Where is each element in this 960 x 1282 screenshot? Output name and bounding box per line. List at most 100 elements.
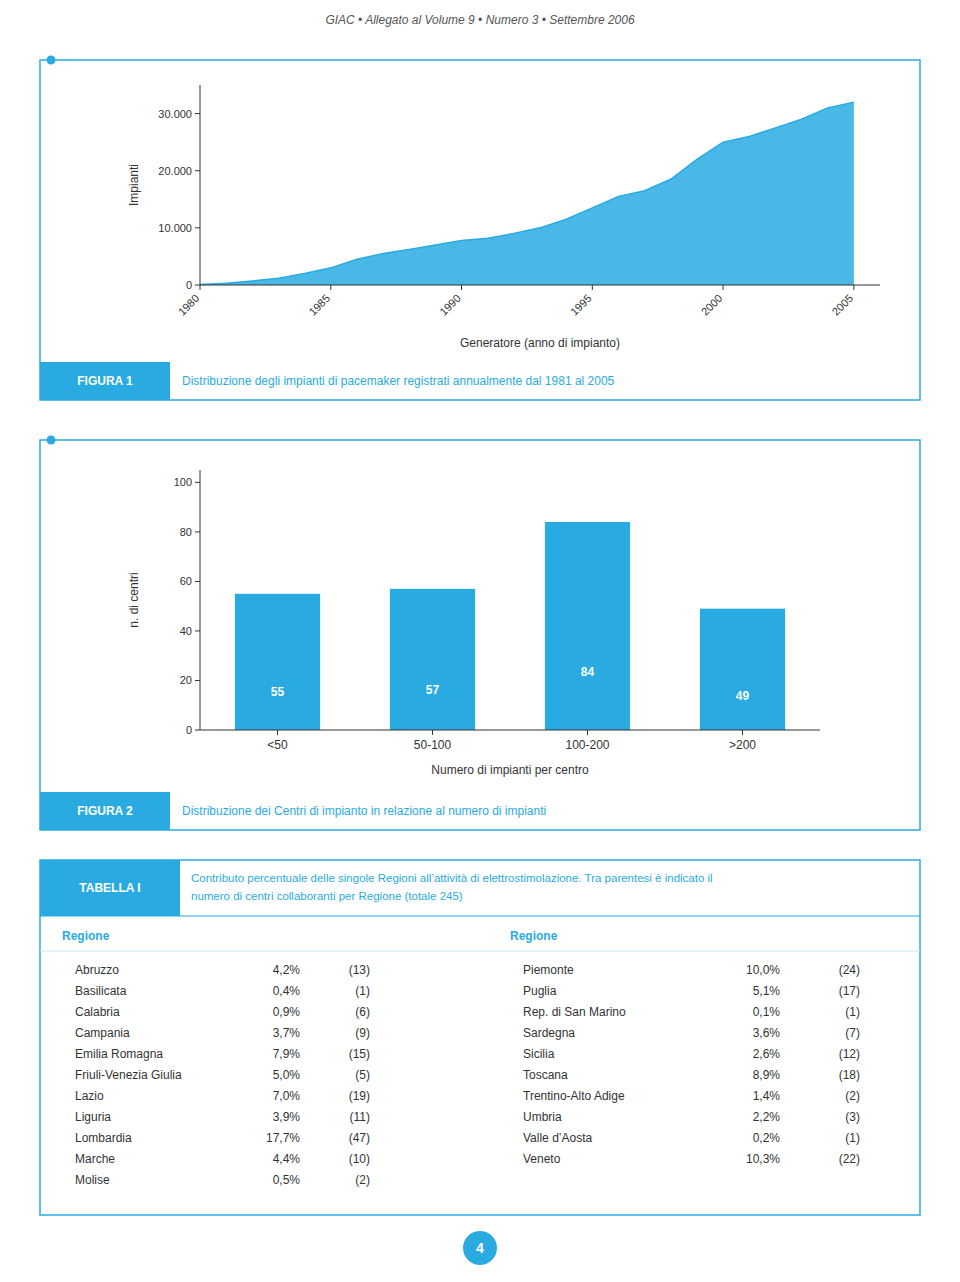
y-tick bbox=[195, 113, 200, 114]
plot-marks bbox=[235, 522, 785, 730]
caption-label-box bbox=[40, 792, 170, 830]
table-share: 10,0% bbox=[746, 963, 780, 977]
table-centres: (2) bbox=[845, 1089, 860, 1103]
plot-marks bbox=[200, 102, 854, 285]
table-centres: (2) bbox=[355, 1173, 370, 1187]
x-tick bbox=[723, 285, 724, 290]
table-centres: (1) bbox=[845, 1005, 860, 1019]
table-share: 5,1% bbox=[753, 984, 781, 998]
table-share: 1,4% bbox=[753, 1089, 781, 1103]
data-label: 55 bbox=[271, 685, 285, 699]
figure-caption: Distribuzione dei Centri di impianto in … bbox=[182, 804, 546, 818]
x-tick bbox=[200, 285, 201, 290]
table-centres: (17) bbox=[839, 984, 860, 998]
figure-label: FIGURA 1 bbox=[77, 374, 133, 388]
bar bbox=[545, 522, 630, 730]
table-region: Lazio bbox=[75, 1089, 104, 1103]
data-label: 57 bbox=[426, 683, 440, 697]
table-region: Puglia bbox=[523, 984, 557, 998]
figure-label: FIGURA 2 bbox=[77, 804, 133, 818]
table-title: Contributo percentuale delle singole Reg… bbox=[191, 872, 713, 884]
x-tick-label: 50-100 bbox=[414, 738, 452, 752]
y-tick bbox=[195, 581, 200, 582]
table-region: Friuli-Venezia Giulia bbox=[75, 1068, 182, 1082]
bar bbox=[700, 609, 785, 730]
y-tick-label: 10.000 bbox=[158, 222, 192, 234]
chart: 020406080100<5050-100100-200>20055578449… bbox=[127, 470, 820, 777]
table-region: Valle d’Aosta bbox=[523, 1131, 592, 1145]
bar bbox=[390, 589, 475, 730]
area-line bbox=[200, 102, 854, 284]
table-share: 17,7% bbox=[266, 1131, 300, 1145]
table-share: 8,9% bbox=[753, 1068, 781, 1082]
table-region: Veneto bbox=[523, 1152, 561, 1166]
x-tick bbox=[592, 285, 593, 290]
y-tick bbox=[195, 630, 200, 631]
page-number: 4 bbox=[476, 1240, 484, 1256]
y-tick-label: 100 bbox=[174, 476, 192, 488]
table-column-header: Regione bbox=[62, 929, 110, 943]
table-centres: (13) bbox=[349, 963, 370, 977]
x-tick-label: 2000 bbox=[699, 292, 725, 318]
x-tick bbox=[587, 730, 588, 735]
table-share: 10,3% bbox=[746, 1152, 780, 1166]
page-canvas: GIAC • Allegato al Volume 9 • Numero 3 •… bbox=[0, 0, 960, 1282]
figure-section: FIGURA 2 Distribuzione dei Centri di impi… bbox=[40, 436, 920, 831]
table-region: Lombardia bbox=[75, 1131, 132, 1145]
x-tick-label: 100-200 bbox=[565, 738, 609, 752]
table-share: 4,2% bbox=[273, 963, 301, 977]
table-region: Toscana bbox=[523, 1068, 568, 1082]
page-title: GIAC • Allegato al Volume 9 • Numero 3 •… bbox=[325, 13, 635, 27]
table-header-rule bbox=[40, 915, 920, 916]
table-share: 7,9% bbox=[273, 1047, 301, 1061]
bar bbox=[235, 594, 320, 730]
table-centres: (22) bbox=[839, 1152, 860, 1166]
table-region: Sicilia bbox=[523, 1047, 555, 1061]
x-tick-label: 2005 bbox=[829, 292, 855, 318]
table-centres: (11) bbox=[350, 1110, 370, 1124]
data-label: 49 bbox=[736, 689, 750, 703]
area-fill bbox=[200, 102, 854, 285]
table-centres: (3) bbox=[845, 1110, 860, 1124]
x-axis-title: Numero di impianti per centro bbox=[431, 763, 589, 777]
x-tick bbox=[853, 285, 854, 290]
y-axis-title: n. di centri bbox=[127, 572, 141, 627]
y-tick-label: 60 bbox=[180, 575, 192, 587]
table-centres: (15) bbox=[349, 1047, 370, 1061]
x-axis-line bbox=[200, 730, 820, 731]
y-tick-label: 30.000 bbox=[158, 108, 192, 120]
y-tick-label: 80 bbox=[180, 526, 192, 538]
table-centres: (1) bbox=[355, 984, 370, 998]
caption-label-box bbox=[40, 362, 170, 400]
table-column-rule bbox=[40, 951, 920, 952]
y-tick-label: 20 bbox=[180, 674, 192, 686]
table-region: Basilicata bbox=[75, 984, 127, 998]
table-column-header: Regione bbox=[510, 929, 558, 943]
x-tick bbox=[432, 730, 433, 735]
x-tick-label: >200 bbox=[729, 738, 756, 752]
table-border bbox=[40, 860, 920, 1215]
figure-caption: Distribuzione degli impianti di pacemake… bbox=[182, 374, 615, 388]
table-region: Umbria bbox=[523, 1110, 562, 1124]
y-tick-label: 0 bbox=[186, 279, 192, 291]
x-axis-line bbox=[200, 285, 880, 286]
table-share: 0,1% bbox=[753, 1005, 781, 1019]
table-centres: (5) bbox=[355, 1068, 370, 1082]
table-region: Abruzzo bbox=[75, 963, 119, 977]
table-label: TABELLA I bbox=[79, 881, 140, 895]
section-bullet bbox=[47, 436, 56, 445]
table-region: Liguria bbox=[75, 1110, 111, 1124]
x-tick-label: 1995 bbox=[568, 292, 594, 318]
table-centres: (9) bbox=[355, 1026, 370, 1040]
data-labels: 55578449 bbox=[271, 665, 750, 703]
table-region: Emilia Romagna bbox=[75, 1047, 163, 1061]
table-centres: (18) bbox=[839, 1068, 860, 1082]
y-tick bbox=[195, 730, 200, 731]
y-tick-label: 20.000 bbox=[158, 165, 192, 177]
x-tick bbox=[330, 285, 331, 290]
table-centres: (10) bbox=[349, 1152, 370, 1166]
table-centres: (24) bbox=[839, 963, 860, 977]
table: TABELLA I Contributo percentuale delle si… bbox=[40, 860, 920, 1215]
table-region: Piemonte bbox=[523, 963, 574, 977]
y-tick bbox=[195, 531, 200, 532]
